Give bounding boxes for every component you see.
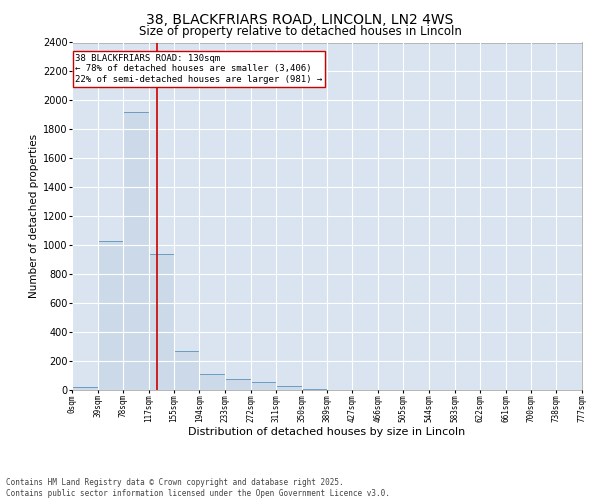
Bar	[225, 379, 251, 390]
Text: 38, BLACKFRIARS ROAD, LINCOLN, LN2 4WS: 38, BLACKFRIARS ROAD, LINCOLN, LN2 4WS	[146, 12, 454, 26]
Bar	[149, 254, 174, 390]
Bar	[174, 351, 199, 390]
Bar	[251, 382, 276, 390]
Text: Size of property relative to detached houses in Lincoln: Size of property relative to detached ho…	[139, 25, 461, 38]
Bar	[302, 389, 328, 390]
Bar	[123, 112, 149, 390]
Text: Contains HM Land Registry data © Crown copyright and database right 2025.
Contai: Contains HM Land Registry data © Crown c…	[6, 478, 390, 498]
Bar	[98, 241, 123, 390]
Y-axis label: Number of detached properties: Number of detached properties	[29, 134, 39, 298]
Bar	[199, 374, 225, 390]
Bar	[72, 387, 98, 390]
X-axis label: Distribution of detached houses by size in Lincoln: Distribution of detached houses by size …	[188, 428, 466, 438]
Bar	[276, 386, 302, 390]
Text: 38 BLACKFRIARS ROAD: 130sqm
← 78% of detached houses are smaller (3,406)
22% of : 38 BLACKFRIARS ROAD: 130sqm ← 78% of det…	[75, 54, 323, 84]
